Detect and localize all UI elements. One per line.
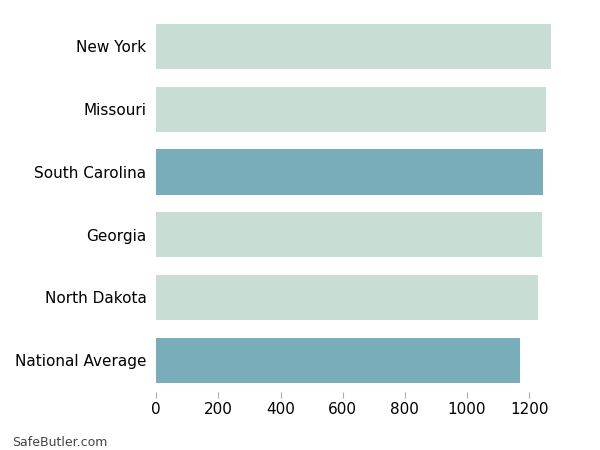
Text: SafeButler.com: SafeButler.com xyxy=(12,436,107,449)
Bar xyxy=(156,24,551,69)
Bar xyxy=(156,338,520,383)
Bar xyxy=(156,86,546,132)
Bar xyxy=(156,212,542,257)
Bar xyxy=(156,275,538,320)
Bar xyxy=(156,149,543,194)
